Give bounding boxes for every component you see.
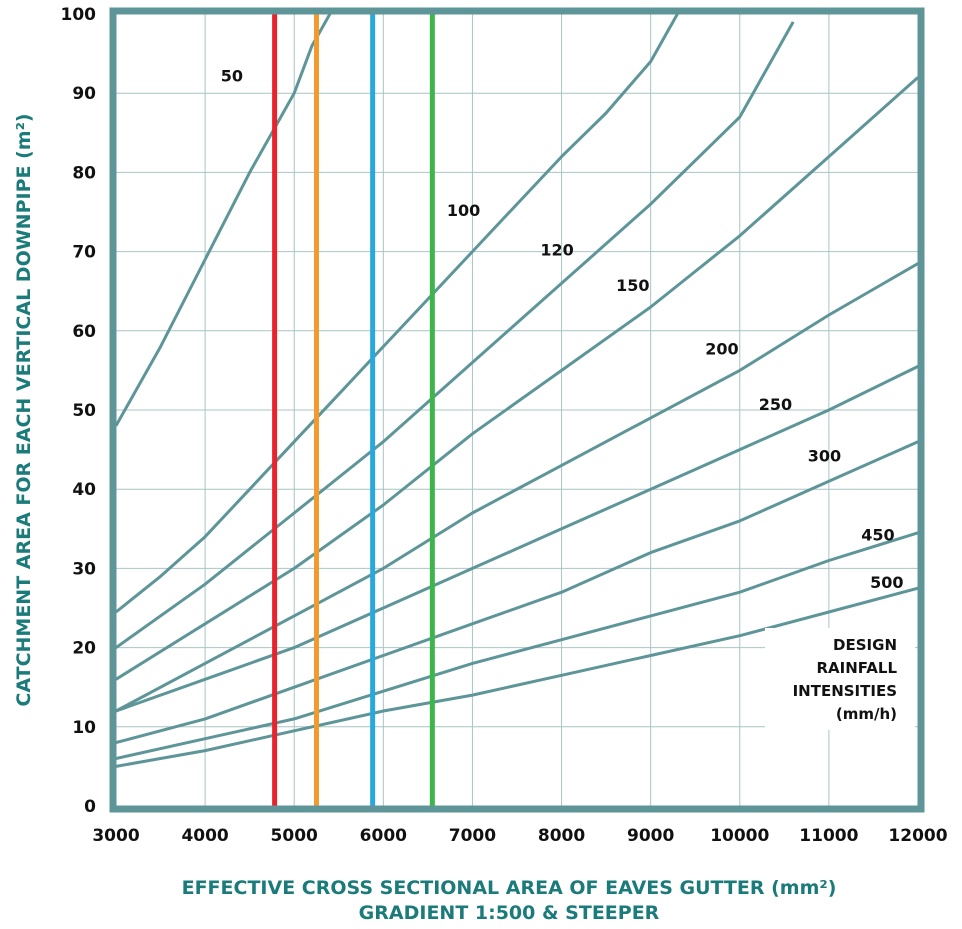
series-labels: 50 100 120 150 200 250 300 450 500 (221, 66, 904, 592)
y-tick-label: 40 (72, 480, 96, 500)
y-tick-label: 20 (72, 639, 96, 659)
y-tick-label: 90 (72, 84, 96, 104)
series-label-120: 120 (540, 241, 573, 260)
x-tick-labels: 3000 4000 5000 6000 7000 8000 9000 10000 11000 12… (92, 826, 947, 846)
y-tick-label: 30 (72, 559, 96, 579)
y-tick-label: 10 (72, 718, 96, 738)
series-label-50: 50 (221, 66, 243, 85)
y-tick-label: 80 (72, 163, 96, 183)
legend-line-4: (mm/h) (836, 705, 897, 723)
x-tick-label: 11000 (799, 826, 858, 846)
series-line-120 (116, 21, 795, 649)
legend-line-2: RAINFALL (816, 659, 897, 677)
y-tick-label: 50 (72, 401, 96, 421)
legend-box: DESIGN RAINFALL INTENSITIES (mm/h) (765, 628, 915, 730)
curves (116, 14, 918, 768)
plot-frame (109, 7, 925, 813)
x-tick-label: 5000 (271, 826, 318, 846)
series-line-300 (116, 440, 918, 745)
y-tick-label: 100 (61, 5, 97, 25)
series-line-200 (116, 262, 918, 713)
x-axis-title: EFFECTIVE CROSS SECTIONAL AREA OF EAVES … (182, 877, 837, 899)
series-line-100 (116, 14, 679, 614)
y-axis-title: CATCHMENT AREA FOR EACH VERTICAL DOWNPIP… (13, 113, 35, 706)
y-tick-label: 60 (72, 322, 96, 342)
legend-background (765, 628, 915, 730)
series-line-250 (116, 365, 918, 713)
series-label-450: 450 (861, 526, 894, 545)
x-axis-subtitle: GRADIENT 1:500 & STEEPER (359, 902, 660, 924)
x-tick-label: 4000 (181, 826, 228, 846)
series-label-200: 200 (705, 340, 738, 359)
series-line-50 (116, 14, 332, 427)
x-tick-label: 3000 (92, 826, 139, 846)
x-tick-label: 6000 (360, 826, 407, 846)
y-tick-label: 0 (84, 797, 96, 817)
y-tick-label: 70 (72, 243, 96, 263)
x-tick-label: 8000 (538, 826, 585, 846)
legend-line-1: DESIGN (833, 636, 897, 654)
series-label-150: 150 (616, 276, 649, 295)
x-tick-label: 7000 (449, 826, 496, 846)
x-tick-label: 12000 (888, 826, 947, 846)
series-line-450 (116, 531, 918, 760)
series-label-250: 250 (759, 395, 792, 414)
x-tick-label: 9000 (627, 826, 674, 846)
series-label-100: 100 (447, 201, 480, 220)
y-tick-labels: 0 10 20 30 40 50 60 70 80 90 100 (61, 5, 97, 817)
legend-line-3: INTENSITIES (793, 682, 897, 700)
series-line-500 (116, 586, 918, 768)
series-label-500: 500 (870, 573, 903, 592)
x-tick-label: 10000 (710, 826, 769, 846)
series-line-150 (116, 76, 918, 681)
series-label-300: 300 (808, 446, 841, 465)
vertical-markers (272, 14, 435, 806)
